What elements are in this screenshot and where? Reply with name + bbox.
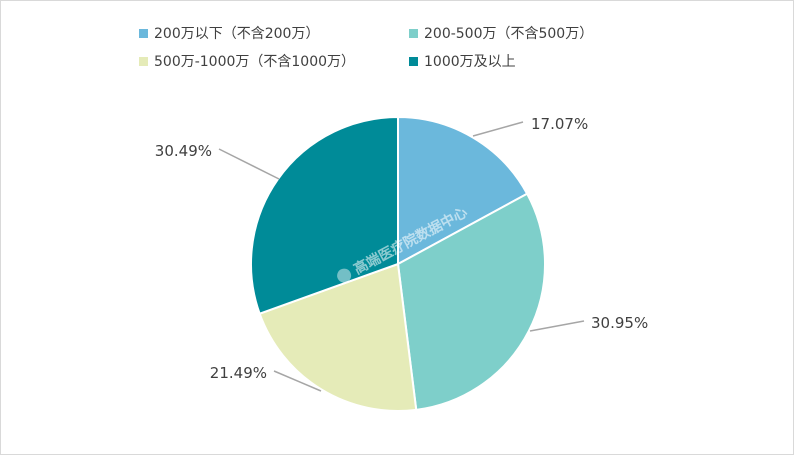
- watermark-logo-icon: [337, 268, 352, 283]
- legend-swatch-2: [409, 28, 418, 38]
- leader-lines: [218, 121, 585, 392]
- legend-label-1: 200万以下（不含200万）: [154, 26, 320, 42]
- leader-line-1: [472, 121, 524, 137]
- legend-label-2: 200-500万（不含500万）: [424, 26, 594, 42]
- legend-label-4: 1000万及以上: [424, 54, 516, 70]
- leader-line-3: [273, 370, 322, 392]
- data-label-3: 21.49%: [210, 364, 267, 382]
- legend-swatch-3: [139, 56, 148, 66]
- data-label-4: 30.49%: [155, 142, 212, 160]
- legend-swatch-4: [409, 56, 418, 66]
- pie-slice-4: [250, 115, 399, 315]
- pie-slices: [250, 115, 546, 412]
- data-label-1: 17.07%: [531, 115, 588, 133]
- legend-label-3: 500万-1000万（不含1000万）: [154, 54, 356, 70]
- leader-line-4: [218, 148, 280, 180]
- legend-item-1: 200万以下（不含200万）: [139, 23, 319, 43]
- data-labels: 17.07% 30.95% 21.49% 30.49%: [155, 115, 648, 382]
- legend-item-4: 1000万及以上: [409, 51, 516, 71]
- pie-slice-3: [258, 262, 418, 412]
- legend-item-3: 500万-1000万（不含1000万）: [139, 51, 355, 71]
- legend-swatch-1: [139, 28, 148, 38]
- leader-line-2: [529, 320, 585, 332]
- data-label-2: 30.95%: [591, 314, 648, 332]
- pie-slice-1: [397, 115, 529, 266]
- legend-item-2: 200-500万（不含500万）: [409, 23, 593, 43]
- pie-slice-2: [396, 192, 546, 411]
